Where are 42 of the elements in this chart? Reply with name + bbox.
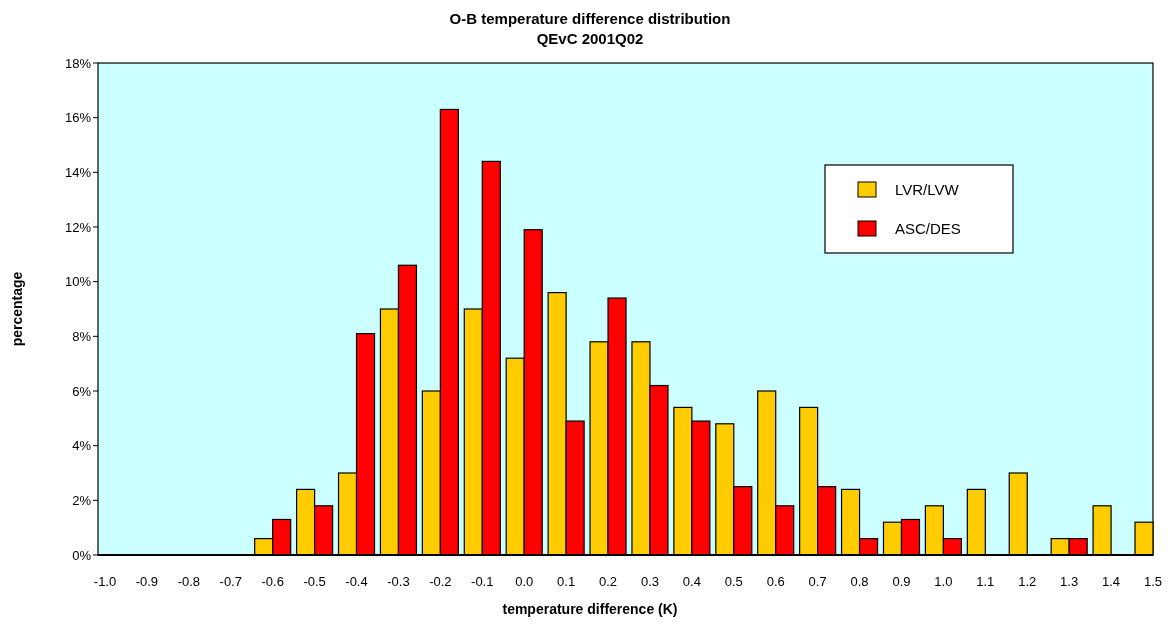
y-tick-label: 8%: [72, 328, 92, 344]
legend-label: LVR/LVW: [895, 181, 960, 199]
y-tick-label: 4%: [72, 438, 92, 454]
x-tick-label: 1.3: [1060, 574, 1079, 589]
x-tick-label: 1.5: [1143, 574, 1163, 589]
chart-title: O-B temperature difference distribution: [449, 10, 731, 27]
y-axis-title: percentage: [9, 271, 25, 347]
x-tick-label: -0.7: [219, 574, 242, 589]
x-tick-label: 0.8: [850, 574, 869, 589]
x-tick-label: 0.3: [640, 574, 659, 589]
y-tick-label: 18%: [64, 55, 92, 71]
x-tick-label: 0.2: [599, 574, 618, 589]
y-tick-label: 16%: [64, 110, 92, 126]
x-tick-label: -0.5: [303, 574, 326, 589]
x-tick-label: 1.2: [1018, 574, 1037, 589]
y-tick-label: 14%: [64, 164, 92, 180]
x-tick-label: -0.9: [135, 574, 159, 589]
y-tick-label: 12%: [64, 219, 92, 235]
x-tick-label: 0.6: [766, 574, 785, 589]
x-tick-label: -0.2: [429, 574, 452, 589]
x-tick-label: 0.5: [724, 574, 743, 589]
x-tick-label: -0.4: [345, 574, 368, 589]
x-tick-label: 0.1: [557, 574, 576, 589]
x-tick-label: 1.1: [976, 574, 995, 589]
chart-subtitle: QEvC 2001Q02: [536, 30, 644, 47]
legend-label: ASC/DES: [895, 220, 961, 238]
x-tick-label: -1.0: [93, 574, 117, 589]
x-tick-label: 0.9: [892, 574, 911, 589]
x-axis-title: temperature difference (K): [502, 601, 678, 617]
x-tick-label: -0.1: [471, 574, 494, 589]
x-tick-label: -0.8: [177, 574, 201, 589]
y-tick-label: 2%: [72, 492, 92, 508]
x-tick-label: 0.0: [515, 574, 534, 589]
x-tick-label: 0.7: [808, 574, 827, 589]
x-tick-label: -0.3: [387, 574, 410, 589]
x-tick-label: -0.6: [261, 574, 284, 589]
x-tick-label: 1.0: [934, 574, 953, 589]
y-tick-label: 6%: [72, 383, 92, 399]
y-tick-label: 10%: [64, 274, 92, 290]
y-tick-label: 0%: [72, 547, 92, 563]
x-tick-label: 0.4: [682, 574, 701, 589]
x-tick-label: 1.4: [1102, 574, 1121, 589]
